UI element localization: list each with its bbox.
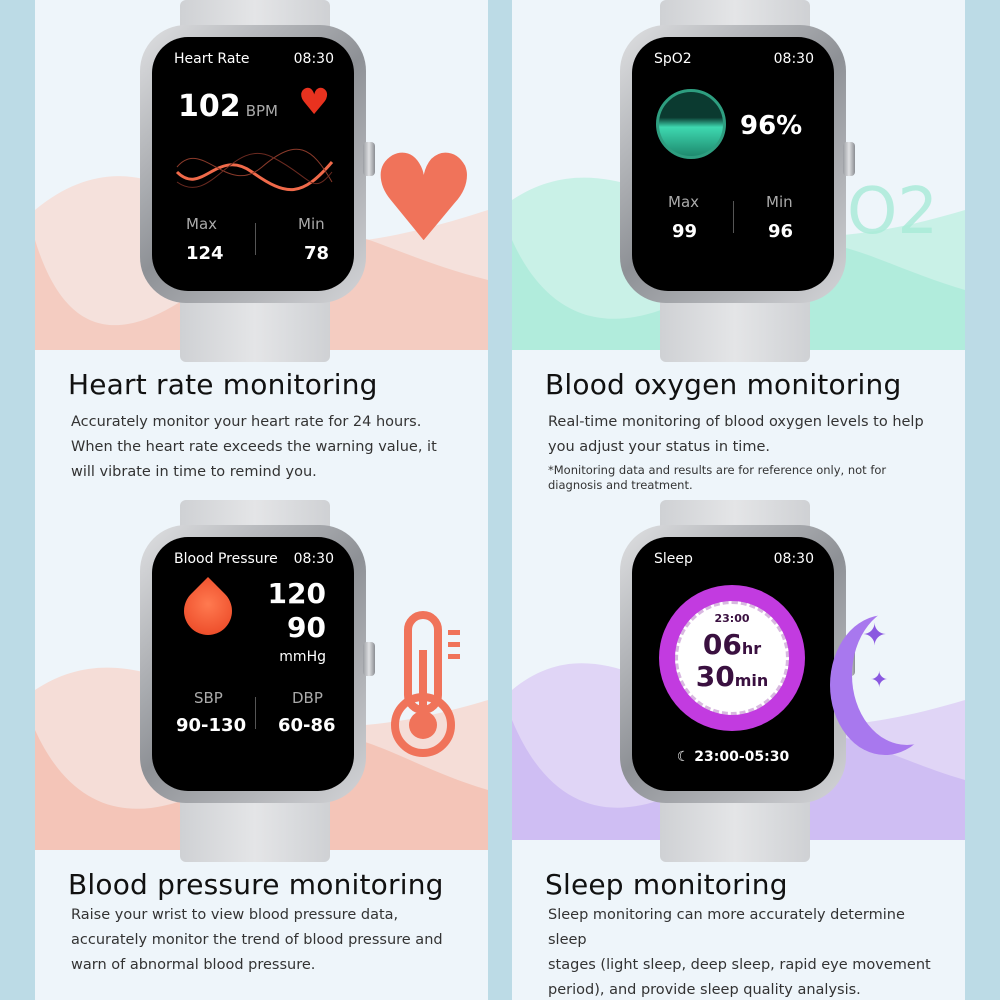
watch-case: SpO2 08:30 96% Max 99 Min 96 — [620, 25, 846, 303]
divider — [255, 697, 256, 729]
description-line: will vibrate in time to remind you. — [71, 464, 317, 480]
screen-time: 08:30 — [773, 51, 814, 67]
screen-title: Heart Rate — [174, 51, 250, 67]
description-line: accurately monitor the trend of blood pr… — [71, 932, 443, 948]
watch-screen: SpO2 08:30 96% Max 99 Min 96 — [632, 37, 834, 291]
screen-time: 08:30 — [773, 551, 814, 567]
watch-crown — [843, 642, 855, 676]
bp-unit: mmHg — [279, 649, 326, 665]
bpm-readout: 102 BPM — [178, 89, 278, 124]
star-icon: ✦ — [870, 668, 889, 693]
max-value: 99 — [672, 221, 698, 242]
dial-start-time: 23:00 — [714, 612, 750, 625]
description-line: Real-time monitoring of blood oxygen lev… — [548, 414, 924, 430]
screen-title: Blood Pressure — [174, 551, 278, 567]
heart-icon: ♥ — [298, 82, 331, 123]
disclaimer-note: *Monitoring data and results are for ref… — [548, 463, 928, 493]
min-value: 96 — [768, 221, 794, 242]
section-heading: Heart rate monitoring — [68, 368, 378, 401]
watch-crown — [363, 642, 375, 676]
watch-case: Blood Pressure 08:30 120 90 mmHg SBP 90-… — [140, 525, 366, 803]
note-line: diagnosis and treatment. — [548, 478, 693, 492]
watch-screen: Sleep 08:30 23:00 06hr 30min ☾ 23:00-05:… — [632, 537, 834, 791]
description-line: period), and provide sleep quality analy… — [548, 982, 861, 998]
section-heading: Blood pressure monitoring — [68, 868, 444, 901]
min-label: Min — [298, 215, 325, 233]
divider — [255, 223, 256, 255]
section-heading: Sleep monitoring — [545, 868, 788, 901]
section-description: Accurately monitor your heart rate for 2… — [71, 410, 471, 485]
divider — [733, 201, 734, 233]
note-line: *Monitoring data and results are for ref… — [548, 463, 887, 477]
spo2-value: 96% — [740, 111, 803, 141]
watch-crown — [363, 142, 375, 176]
watch-case: Heart Rate 08:30 102 BPM ♥ Max 124 Min 7… — [140, 25, 366, 303]
sleep-minutes: 30min — [695, 660, 769, 693]
description-line: Raise your wrist to view blood pressure … — [71, 907, 399, 923]
dbp-label: DBP — [292, 689, 323, 707]
description-line: When the heart rate exceeds the warning … — [71, 439, 437, 455]
description-line: warn of abnormal blood pressure. — [71, 957, 316, 973]
sleep-dial: 23:00 06hr 30min — [659, 585, 805, 731]
description-line: you adjust your status in time. — [548, 439, 770, 455]
screen-time: 08:30 — [293, 51, 334, 67]
star-icon: ✦ — [862, 618, 888, 653]
max-label: Max — [186, 215, 218, 233]
blood-pressure-section: Blood Pressure 08:30 120 90 mmHg SBP 90-… — [35, 500, 488, 1000]
section-description: Real-time monitoring of blood oxygen lev… — [548, 410, 948, 460]
max-label: Max — [668, 193, 700, 211]
screen-title: Sleep — [654, 551, 693, 567]
watch-crown — [843, 142, 855, 176]
oxygen-gauge-icon — [656, 89, 726, 159]
diastolic-value: 90 — [287, 611, 326, 644]
description-line: stages (light sleep, deep sleep, rapid e… — [548, 957, 931, 973]
dbp-range: 60-86 — [278, 715, 336, 736]
sbp-range: 90-130 — [176, 715, 247, 736]
systolic-value: 120 — [267, 577, 326, 610]
right-panel: O2 SpO2 08:30 96% Max 99 Min 96 Blood ox… — [512, 0, 965, 1000]
bpm-value: 102 — [178, 89, 241, 124]
heart-rate-wave — [175, 148, 334, 192]
description-line: Sleep monitoring can more accurately det… — [548, 907, 905, 948]
sbp-label: SBP — [194, 689, 223, 707]
blood-drop-icon — [174, 577, 242, 645]
description-line: Accurately monitor your heart rate for 2… — [71, 414, 422, 430]
left-panel: Heart Rate 08:30 102 BPM ♥ Max 124 Min 7… — [35, 0, 488, 1000]
sleep-range: ☾ 23:00-05:30 — [676, 749, 790, 765]
screen-time: 08:30 — [293, 551, 334, 567]
watch-case: Sleep 08:30 23:00 06hr 30min ☾ 23:00-05:… — [620, 525, 846, 803]
section-description: Sleep monitoring can more accurately det… — [548, 903, 948, 1000]
sleep-hours: 06hr — [702, 628, 762, 661]
thermometer-icon — [391, 611, 460, 757]
section-description: Raise your wrist to view blood pressure … — [71, 903, 471, 978]
min-label: Min — [766, 193, 793, 211]
min-value: 78 — [304, 243, 330, 264]
heart-rate-section: Heart Rate 08:30 102 BPM ♥ Max 124 Min 7… — [35, 0, 488, 500]
watch-screen: Blood Pressure 08:30 120 90 mmHg SBP 90-… — [152, 537, 354, 791]
heart-decoration-icon: ♥ — [370, 130, 478, 269]
moon-icon: ☾ — [676, 749, 695, 765]
bpm-unit: BPM — [245, 102, 278, 120]
screen-title: SpO2 — [654, 51, 692, 67]
o2-background-text: O2 — [847, 175, 939, 249]
watch-screen: Heart Rate 08:30 102 BPM ♥ Max 124 Min 7… — [152, 37, 354, 291]
section-heading: Blood oxygen monitoring — [545, 368, 902, 401]
max-value: 124 — [186, 243, 224, 264]
sleep-section: Sleep 08:30 23:00 06hr 30min ☾ 23:00-05:… — [512, 500, 965, 1000]
spo2-section: O2 SpO2 08:30 96% Max 99 Min 96 Blood ox… — [512, 0, 965, 500]
